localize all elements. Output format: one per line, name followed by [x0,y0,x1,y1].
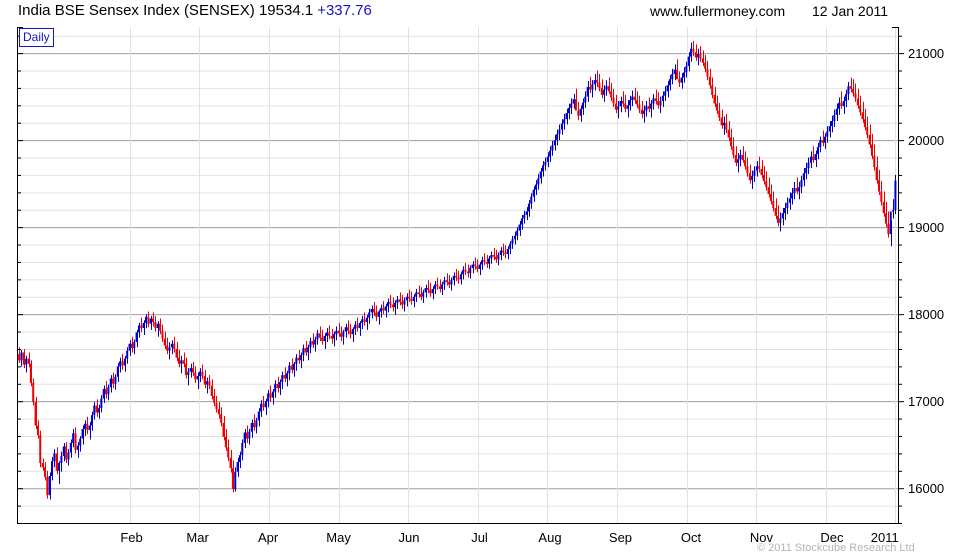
x-axis-tick-label: Sep [609,530,632,545]
chart-header: India BSE Sensex Index (SENSEX) 19534.1 +… [0,0,980,26]
x-axis-tick-label: Apr [258,530,279,545]
y-axis-tick-label: 17000 [908,394,944,409]
copyright-credit: © 2011 Stockcube Research Ltd [757,542,915,554]
x-axis-tick-label: Jun [399,530,420,545]
x-axis-tick-label: Dec [820,530,844,545]
y-axis-tick-label: 21000 [908,46,944,61]
x-axis-tick-label: Feb [120,530,142,545]
x-axis-tick-label: Jul [471,530,488,545]
major-gridlines [17,53,898,490]
x-axis-tick-label: Nov [750,530,774,545]
minor-gridlines [17,35,898,524]
x-axis-tick-label: Aug [538,530,561,545]
price-change: +337.76 [317,2,372,19]
x-axis-tick-label: May [326,530,351,545]
y-axis-tick-label: 20000 [908,133,944,148]
candlestick-series [18,40,897,500]
page-title: India BSE Sensex Index (SENSEX) 19534.1 +… [18,2,372,19]
y-axis-tick-label: 16000 [908,481,944,496]
plot-frame [17,27,899,524]
x-axis-tick-label: Mar [186,530,209,545]
y-axis-tick-label: 18000 [908,307,944,322]
instrument-title: India BSE Sensex Index (SENSEX) 19534.1 [18,2,314,19]
periodicity-badge[interactable]: Daily [19,28,54,47]
y-axis-ticks [17,35,904,524]
y-axis-labels: 16000 17000 18000 19000 20000 21000 [908,46,944,496]
x-axis-labels: Feb Mar Apr May Jun Jul Aug Sep Oct Nov Dec 2011 [120,530,898,545]
x-axis-tick-label: 2011 [871,530,899,545]
x-axis-tick-label: Oct [681,530,702,545]
vertical-gridlines [130,27,896,523]
y-axis-tick-label: 19000 [908,220,944,235]
chart-date: 12 Jan 2011 [812,3,889,19]
site-url[interactable]: www.fullermoney.com [650,3,786,19]
